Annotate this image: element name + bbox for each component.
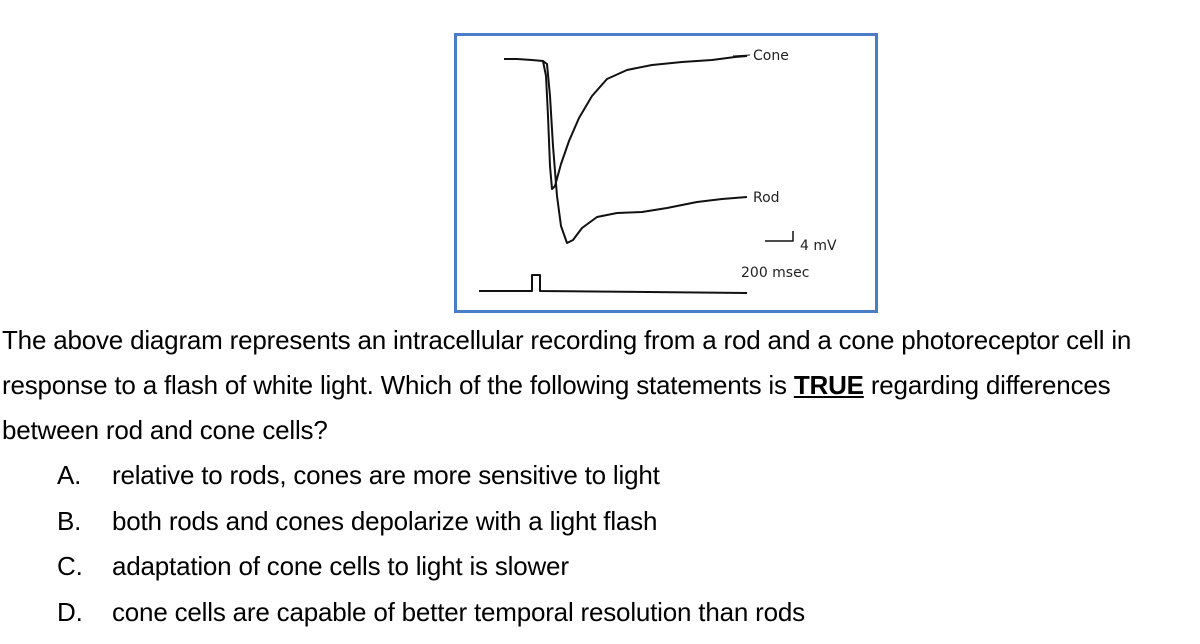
time-scale: 200 msec (741, 265, 809, 281)
traces (479, 55, 794, 294)
question-text: The above diagram represents an intracel… (2, 325, 1132, 400)
cone-leader (732, 54, 751, 57)
option-letter: A. (57, 460, 82, 490)
question-text: regarding differences between rod and co… (2, 370, 1111, 445)
option-text: adaptation of cone cells to light is slo… (112, 551, 569, 581)
question-emphasis: TRUE (793, 370, 864, 400)
figure: Cone Rod 4 mV 200 msec (454, 33, 878, 313)
scale-bar (765, 231, 794, 242)
option-letter: C. (57, 551, 83, 581)
cone-trace (504, 55, 748, 190)
voltage-scale: 4 mV (800, 238, 837, 254)
option-text: relative to rods, cones are more sensiti… (112, 460, 660, 490)
recording-diagram: Cone Rod 4 mV 200 msec (479, 48, 837, 294)
option-text: cone cells are capable of better tempora… (112, 596, 805, 627)
cone-label: Cone (753, 48, 789, 64)
stimulus-trace (479, 274, 748, 294)
option-text: both rods and cones depolarize with a li… (112, 505, 658, 536)
question: The above diagram represents an intracel… (2, 318, 1198, 453)
rod-trace (542, 60, 748, 244)
rod-label: Rod (753, 190, 780, 206)
option-letter: D. (57, 596, 83, 627)
option-letter: B. (57, 505, 82, 536)
